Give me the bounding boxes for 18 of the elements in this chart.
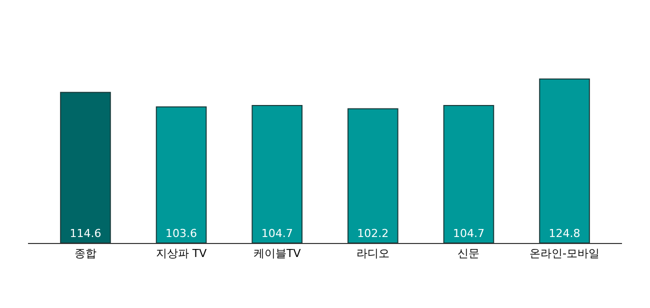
data-label: 104.7: [452, 227, 484, 240]
x-tick-label: 온라인-모바일: [530, 247, 600, 260]
x-tick-label: 종합: [74, 247, 96, 260]
bar: [347, 108, 398, 243]
x-tick-label: 케이블TV: [253, 247, 302, 260]
x-tick-label: 라디오: [356, 247, 390, 260]
bar: [539, 78, 590, 243]
data-label: 103.6: [166, 227, 198, 240]
data-label: 102.2: [357, 227, 389, 240]
bar: [252, 104, 303, 243]
bar: [60, 92, 111, 243]
data-label: 104.7: [261, 227, 293, 240]
data-label: 114.6: [70, 227, 102, 240]
x-tick-label: 지상파 TV: [156, 247, 208, 260]
data-label: 124.8: [548, 227, 580, 240]
bar: [443, 104, 494, 243]
bar: [156, 106, 207, 243]
x-tick-label: 신문: [458, 247, 480, 260]
